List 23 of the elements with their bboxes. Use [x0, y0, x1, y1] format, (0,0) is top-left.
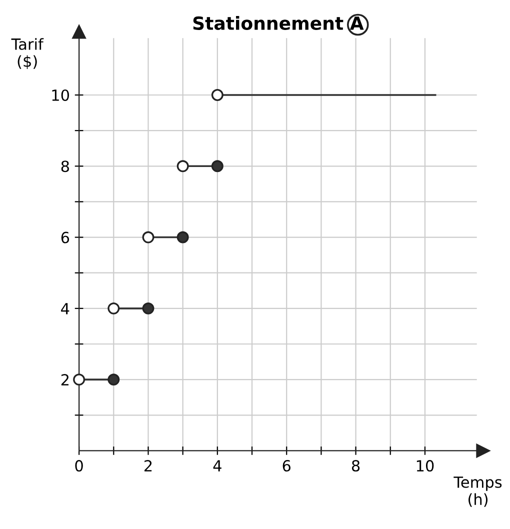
x-axis-title: Temps (h)	[454, 476, 502, 507]
x-tick-label: 10	[416, 460, 434, 472]
point	[142, 302, 154, 314]
point	[142, 231, 154, 244]
point	[108, 374, 120, 386]
y-tick-label: 6	[61, 232, 70, 244]
x-tick-label: 6	[282, 460, 290, 472]
y-axis-title: Tarif ($)	[11, 38, 44, 70]
y-tick-label: 10	[52, 89, 70, 102]
chart-title: Stationnement A	[193, 16, 364, 30]
point	[73, 374, 86, 386]
point	[176, 160, 189, 172]
point	[211, 89, 224, 101]
point	[108, 302, 120, 314]
x-tick-label: 0	[75, 460, 83, 472]
y-tick-label: 4	[61, 303, 70, 314]
point	[211, 160, 224, 172]
y-tick-label: 2	[61, 374, 68, 386]
x-tick-label: 4	[213, 460, 222, 472]
point	[176, 231, 189, 244]
y-tick-label: 8	[61, 160, 69, 172]
x-tick-label: 2	[144, 460, 152, 472]
x-tick-label: 8	[352, 460, 360, 472]
